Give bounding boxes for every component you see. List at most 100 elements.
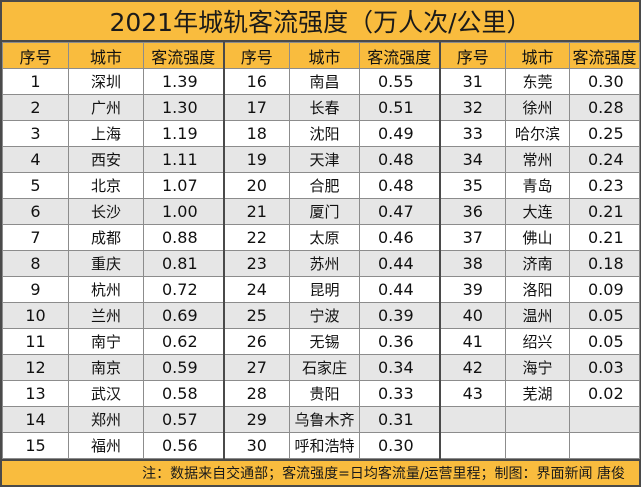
rank-cell: 32 <box>439 94 506 121</box>
header-city: 城市 <box>289 42 360 69</box>
header-rank: 序号 <box>439 42 506 69</box>
rank-cell: 43 <box>439 380 506 407</box>
rank-cell: 6 <box>2 198 69 225</box>
value-cell: 0.09 <box>569 276 640 303</box>
city-cell: 合肥 <box>289 172 360 199</box>
header-city: 城市 <box>505 42 570 69</box>
city-cell: 重庆 <box>68 250 144 277</box>
value-cell: 0.59 <box>143 354 225 381</box>
city-cell: 武汉 <box>68 380 144 407</box>
ridership-table: 序号 城市 客流强度 序号 城市 客流强度 序号 城市 客流强度 1 深圳 1.39… <box>2 42 640 459</box>
value-cell: 0.55 <box>359 68 441 95</box>
header-value: 客流强度 <box>359 42 441 69</box>
header-city: 城市 <box>68 42 144 69</box>
city-cell: 郑州 <box>68 406 144 433</box>
city-cell: 宁波 <box>289 302 360 329</box>
city-cell: 北京 <box>68 172 144 199</box>
rank-cell: 37 <box>439 224 506 251</box>
value-cell: 0.18 <box>569 250 640 277</box>
value-cell: 0.21 <box>569 224 640 251</box>
value-cell: 0.25 <box>569 120 640 147</box>
rank-cell: 5 <box>2 172 69 199</box>
table-row: 15 福州 0.56 30 呼和浩特 0.30 <box>2 432 640 459</box>
value-cell: 1.11 <box>143 146 225 173</box>
rank-cell: 23 <box>223 250 290 277</box>
rank-cell: 11 <box>2 328 69 355</box>
value-cell <box>569 406 640 433</box>
value-cell: 1.07 <box>143 172 225 199</box>
rank-cell: 16 <box>223 68 290 95</box>
city-cell: 南京 <box>68 354 144 381</box>
city-cell: 青岛 <box>505 172 570 199</box>
header-value: 客流强度 <box>569 42 640 69</box>
rank-cell: 19 <box>223 146 290 173</box>
city-cell: 呼和浩特 <box>289 432 360 459</box>
city-cell: 哈尔滨 <box>505 120 570 147</box>
city-cell: 海宁 <box>505 354 570 381</box>
page-title: 2021年城轨客流强度（万人次/公里） <box>2 2 639 42</box>
rank-cell: 21 <box>223 198 290 225</box>
city-cell: 长沙 <box>68 198 144 225</box>
city-cell: 厦门 <box>289 198 360 225</box>
table-row: 8 重庆 0.81 23 苏州 0.44 38 济南 0.18 <box>2 250 640 277</box>
value-cell: 0.69 <box>143 302 225 329</box>
city-cell: 徐州 <box>505 94 570 121</box>
rank-cell: 34 <box>439 146 506 173</box>
value-cell: 1.00 <box>143 198 225 225</box>
value-cell: 0.57 <box>143 406 225 433</box>
value-cell: 0.05 <box>569 302 640 329</box>
table-row: 1 深圳 1.39 16 南昌 0.55 31 东莞 0.30 <box>2 68 640 95</box>
rank-cell: 20 <box>223 172 290 199</box>
city-cell: 石家庄 <box>289 354 360 381</box>
city-cell: 苏州 <box>289 250 360 277</box>
rank-cell <box>439 432 506 459</box>
value-cell: 0.34 <box>359 354 441 381</box>
city-cell: 大连 <box>505 198 570 225</box>
value-cell <box>569 432 640 459</box>
rank-cell: 36 <box>439 198 506 225</box>
city-cell: 芜湖 <box>505 380 570 407</box>
table-row: 10 兰州 0.69 25 宁波 0.39 40 温州 0.05 <box>2 302 640 329</box>
city-cell: 东莞 <box>505 68 570 95</box>
city-cell: 杭州 <box>68 276 144 303</box>
rank-cell: 9 <box>2 276 69 303</box>
rank-cell: 8 <box>2 250 69 277</box>
city-cell: 乌鲁木齐 <box>289 406 360 433</box>
header-rank: 序号 <box>2 42 69 69</box>
table-row: 3 上海 1.19 18 沈阳 0.49 33 哈尔滨 0.25 <box>2 120 640 147</box>
table-body: 1 深圳 1.39 16 南昌 0.55 31 东莞 0.30 2 广州 1.30 17 长春 0.51 32… <box>2 68 640 459</box>
header-value: 客流强度 <box>143 42 225 69</box>
value-cell: 0.44 <box>359 276 441 303</box>
value-cell: 0.46 <box>359 224 441 251</box>
table-row: 11 南宁 0.62 26 无锡 0.36 41 绍兴 0.05 <box>2 328 640 355</box>
header-rank: 序号 <box>223 42 290 69</box>
city-cell: 绍兴 <box>505 328 570 355</box>
rank-cell: 26 <box>223 328 290 355</box>
value-cell: 0.36 <box>359 328 441 355</box>
value-cell: 0.81 <box>143 250 225 277</box>
rank-cell <box>439 406 506 433</box>
table-row: 13 武汉 0.58 28 贵阳 0.33 43 芜湖 0.02 <box>2 380 640 407</box>
rank-cell: 29 <box>223 406 290 433</box>
city-cell: 南宁 <box>68 328 144 355</box>
value-cell: 1.19 <box>143 120 225 147</box>
table-row: 5 北京 1.07 20 合肥 0.48 35 青岛 0.23 <box>2 172 640 199</box>
city-cell: 成都 <box>68 224 144 251</box>
value-cell: 0.49 <box>359 120 441 147</box>
city-cell <box>505 406 570 433</box>
rank-cell: 38 <box>439 250 506 277</box>
value-cell: 0.58 <box>143 380 225 407</box>
value-cell: 0.03 <box>569 354 640 381</box>
table-row: 4 西安 1.11 19 天津 0.48 34 常州 0.24 <box>2 146 640 173</box>
city-cell: 兰州 <box>68 302 144 329</box>
city-cell: 沈阳 <box>289 120 360 147</box>
value-cell: 0.28 <box>569 94 640 121</box>
value-cell: 0.51 <box>359 94 441 121</box>
city-cell: 常州 <box>505 146 570 173</box>
city-cell: 洛阳 <box>505 276 570 303</box>
city-cell: 太原 <box>289 224 360 251</box>
value-cell: 0.47 <box>359 198 441 225</box>
city-cell: 福州 <box>68 432 144 459</box>
city-cell: 济南 <box>505 250 570 277</box>
